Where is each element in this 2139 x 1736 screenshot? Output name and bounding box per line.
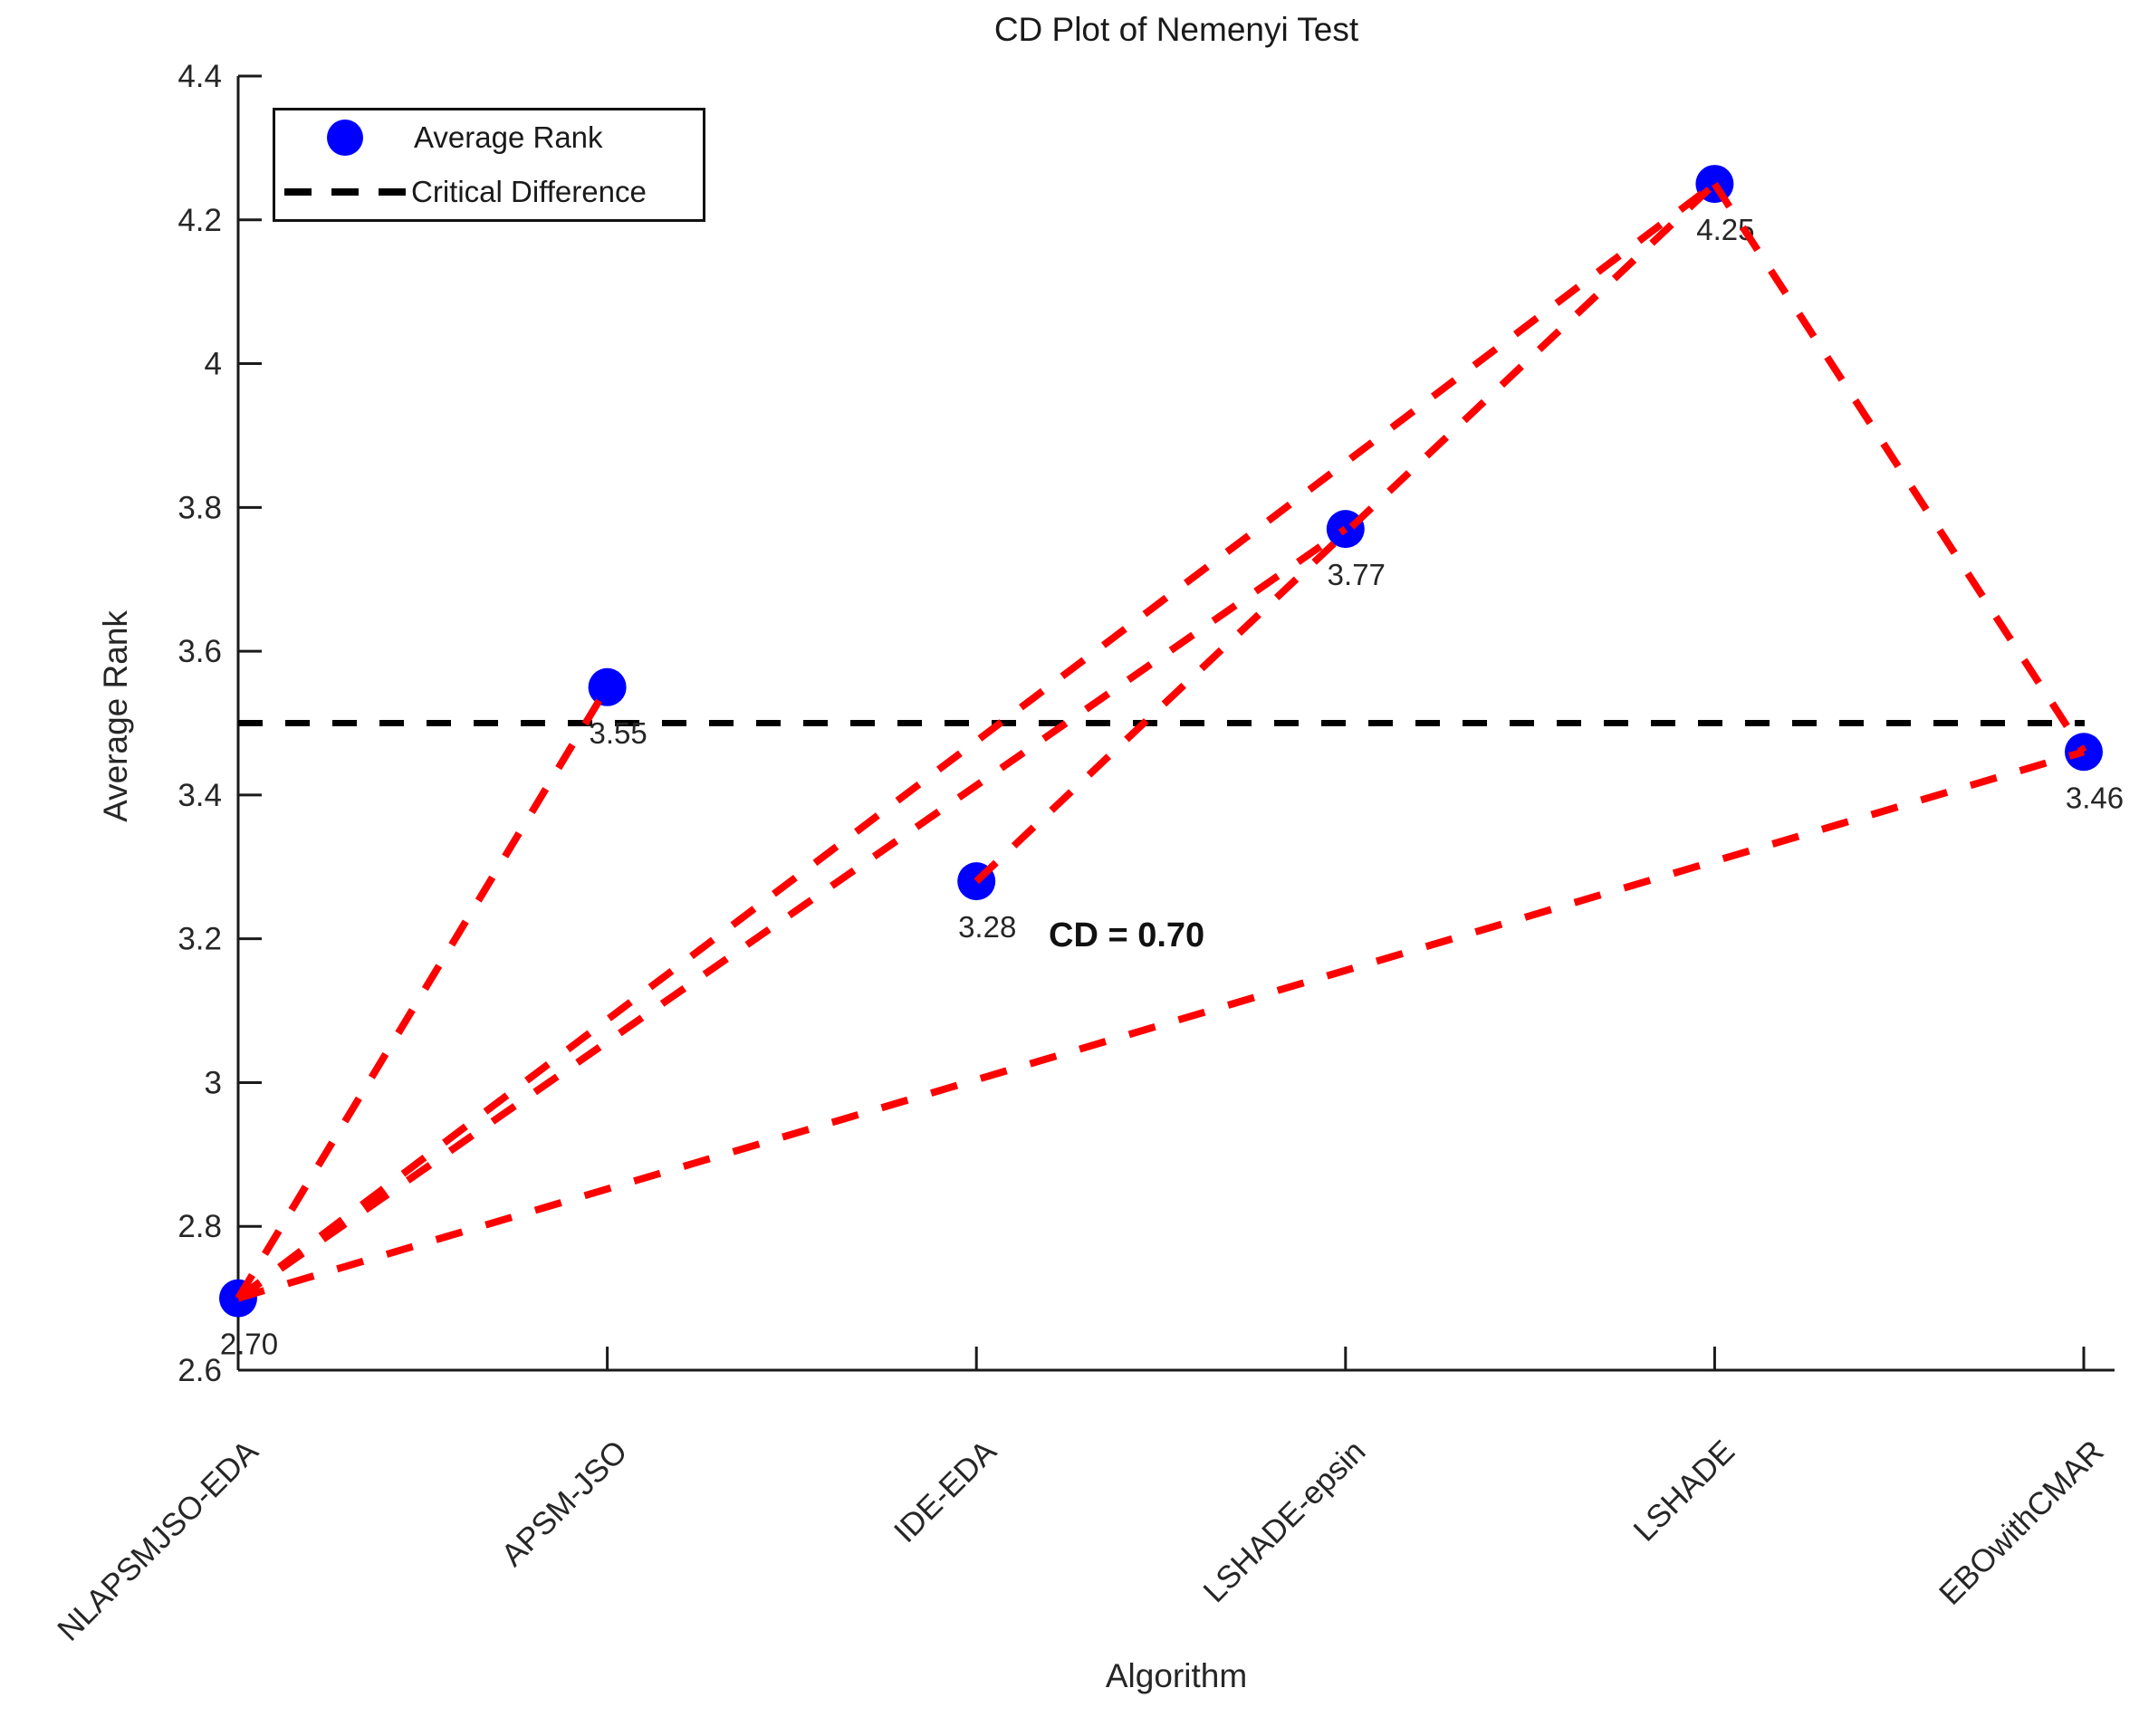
legend-label-critical-difference: Critical Difference <box>411 175 647 208</box>
point-value-label: 3.46 <box>2066 781 2124 814</box>
y-tick-label: 2.8 <box>177 1209 222 1244</box>
y-tick-label: 3.8 <box>177 490 222 525</box>
point-value-label: 3.55 <box>589 716 647 750</box>
significance-line <box>1712 181 2087 754</box>
average-rank-point <box>588 667 627 706</box>
y-tick-label: 3.6 <box>177 634 222 669</box>
y-axis-title: Average Rank <box>97 610 134 822</box>
y-tick-label: 2.6 <box>177 1353 222 1388</box>
legend-item-average-rank: Average Rank <box>275 110 703 165</box>
x-axis-title: Algorithm <box>1105 1657 1248 1694</box>
significance-line <box>236 748 2086 1302</box>
legend-label-average-rank: Average Rank <box>414 120 603 154</box>
x-category-label: LSHADE <box>1626 1434 1741 1549</box>
y-tick-label: 3.2 <box>177 922 222 957</box>
legend-box: Average Rank Critical Difference <box>273 108 705 222</box>
legend-item-critical-difference: Critical Difference <box>275 165 703 219</box>
x-category-label: APSM-JSO <box>494 1434 634 1573</box>
significance-line <box>235 180 1717 1301</box>
significance-line <box>235 525 1348 1301</box>
x-category-label: LSHADE-epsin <box>1196 1434 1372 1609</box>
point-value-label: 3.28 <box>958 910 1016 944</box>
point-value-label: 3.77 <box>1328 558 1386 591</box>
critical-difference-dash-icon <box>284 188 409 196</box>
y-tick-label: 4.2 <box>177 203 222 238</box>
significance-line <box>235 685 611 1300</box>
y-tick-label: 3.4 <box>177 778 222 813</box>
x-category-label: IDE-EDA <box>887 1434 1003 1549</box>
x-category-label: EBOwithCMAR <box>1933 1434 2111 1612</box>
x-category-label: NLAPSMJSO-EDA <box>51 1434 265 1648</box>
cd-value-annotation: CD = 0.70 <box>1049 916 1205 954</box>
point-value-label: 2.70 <box>220 1328 278 1361</box>
y-tick-label: 3 <box>205 1065 222 1100</box>
average-rank-marker-icon <box>327 120 363 156</box>
y-tick-label: 4 <box>205 347 222 382</box>
y-tick-label: 4.4 <box>177 59 222 94</box>
significance-line <box>974 181 1718 885</box>
chart-title: CD Plot of Nemenyi Test <box>993 11 1359 48</box>
